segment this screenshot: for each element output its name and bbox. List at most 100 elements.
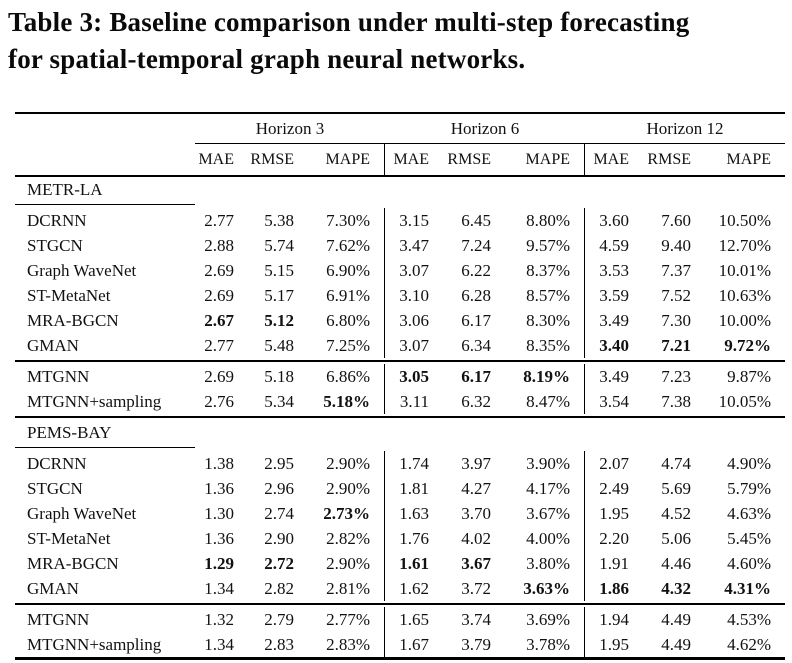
- metric-value-cell: 7.30: [661, 311, 691, 330]
- metric-value-cell: 3.63%: [497, 576, 585, 601]
- horizon-header-row: Horizon 3 Horizon 6 Horizon 12: [15, 114, 785, 144]
- model-name-cell: MTGNN: [27, 367, 90, 386]
- metric-value-cell: 3.49: [599, 367, 629, 386]
- model-name-cell: STGCN: [27, 236, 83, 255]
- metric-value-cell: 2.69: [204, 367, 234, 386]
- table-group-rule: [15, 416, 785, 418]
- metric-column-header: MAE: [393, 151, 429, 168]
- table-row: ST-MetaNet 1.36 2.90 2.82% 1.76 4.02 4.0…: [15, 526, 785, 551]
- metric-value-cell: 3.80%: [497, 551, 585, 576]
- model-name-cell: MRA-BGCN: [27, 554, 119, 573]
- metric-value-cell: 2.67: [204, 311, 234, 330]
- metric-value-cell: 7.52: [661, 286, 691, 305]
- metric-value-cell: 2.90%: [300, 551, 385, 576]
- model-name-cell: MTGNN+sampling: [27, 635, 162, 654]
- header-spacer: [15, 144, 195, 175]
- metric-value-cell: 7.21: [661, 336, 691, 355]
- metric-column-header: MAPE: [497, 144, 585, 175]
- metric-value-cell: 6.45: [461, 211, 491, 230]
- results-table: Horizon 3 Horizon 6 Horizon 12 MAE RMSE …: [15, 112, 785, 660]
- metric-value-cell: 7.60: [661, 211, 691, 230]
- metric-value-cell: 5.34: [264, 392, 294, 411]
- metric-value-cell: 2.49: [599, 479, 629, 498]
- metric-value-cell: 3.54: [599, 392, 629, 411]
- metric-value-cell: 1.81: [399, 479, 429, 498]
- metric-value-cell: 10.01%: [718, 261, 771, 280]
- metric-value-cell: 5.38: [264, 211, 294, 230]
- metric-value-cell: 5.12: [264, 311, 294, 330]
- metric-value-cell: 7.37: [661, 261, 691, 280]
- metric-column-header: RMSE: [447, 151, 491, 168]
- metric-value-cell: 9.57%: [497, 233, 585, 258]
- metric-value-cell: 1.63: [399, 504, 429, 523]
- metric-value-cell: 5.06: [661, 529, 691, 548]
- metric-value-cell: 3.59: [599, 286, 629, 305]
- metric-value-cell: 10.63%: [718, 286, 771, 305]
- dataset-name: METR-LA: [27, 180, 103, 199]
- metric-value-cell: 2.73%: [300, 501, 385, 526]
- model-name-cell: GMAN: [27, 336, 79, 355]
- model-name-cell: Graph WaveNet: [27, 261, 137, 280]
- metric-value-cell: 8.37%: [497, 258, 585, 283]
- metric-value-cell: 3.11: [399, 392, 429, 411]
- metric-value-cell: 1.30: [204, 504, 234, 523]
- metric-value-cell: 1.61: [399, 554, 429, 573]
- table-top-rule: [15, 112, 785, 114]
- metric-value-cell: 2.72: [264, 554, 294, 573]
- table-row: DCRNN 2.77 5.38 7.30% 3.15 6.45 8.80% 3.…: [15, 208, 785, 233]
- metric-value-cell: 4.32: [661, 579, 691, 598]
- metric-value-cell: 3.79: [461, 635, 491, 654]
- metric-value-cell: 3.78%: [497, 632, 585, 657]
- metric-value-cell: 4.27: [461, 479, 491, 498]
- table-row: Graph WaveNet 2.69 5.15 6.90% 3.07 6.22 …: [15, 258, 785, 283]
- metric-value-cell: 2.88: [204, 236, 234, 255]
- metric-value-cell: 5.48: [264, 336, 294, 355]
- metric-value-cell: 10.05%: [718, 392, 771, 411]
- metric-value-cell: 3.10: [399, 286, 429, 305]
- metric-value-cell: 4.31%: [724, 579, 771, 598]
- metric-value-cell: 6.17: [461, 311, 491, 330]
- table-row: STGCN 1.36 2.96 2.90% 1.81 4.27 4.17% 2.…: [15, 476, 785, 501]
- metric-value-cell: 3.72: [461, 579, 491, 598]
- metric-value-cell: 4.00%: [497, 526, 585, 551]
- metric-value-cell: 7.25%: [300, 333, 385, 358]
- metric-value-cell: 7.38: [661, 392, 691, 411]
- dataset-name: PEMS-BAY: [27, 423, 112, 442]
- metric-value-cell: 1.34: [204, 635, 234, 654]
- column-group-header-horizon-6: Horizon 6: [385, 114, 585, 144]
- metric-value-cell: 5.18: [264, 367, 294, 386]
- metric-value-cell: 3.40: [599, 336, 629, 355]
- metric-value-cell: 8.35%: [497, 333, 585, 358]
- metric-value-cell: 1.29: [204, 554, 234, 573]
- metric-value-cell: 5.69: [661, 479, 691, 498]
- metric-value-cell: 2.82: [264, 579, 294, 598]
- metric-value-cell: 1.86: [599, 579, 629, 598]
- metric-value-cell: 3.07: [399, 261, 429, 280]
- metric-value-cell: 4.60%: [727, 554, 771, 573]
- metric-value-cell: 6.28: [461, 286, 491, 305]
- model-name-cell: MTGNN+sampling: [27, 392, 162, 411]
- metric-value-cell: 4.46: [661, 554, 691, 573]
- metric-value-cell: 1.74: [399, 454, 429, 473]
- table-row: MTGNN 1.32 2.79 2.77% 1.65 3.74 3.69% 1.…: [15, 607, 785, 632]
- metric-value-cell: 9.72%: [724, 336, 771, 355]
- metric-value-cell: 1.95: [599, 504, 629, 523]
- table-caption-line2: for spatial-temporal graph neural networ…: [8, 44, 526, 74]
- metric-value-cell: 10.00%: [718, 311, 771, 330]
- table-row: MRA-BGCN 2.67 5.12 6.80% 3.06 6.17 8.30%…: [15, 308, 785, 333]
- metric-value-cell: 4.90%: [727, 454, 771, 473]
- metric-value-cell: 6.91%: [300, 283, 385, 308]
- metric-column-header: MAPE: [726, 151, 771, 168]
- metric-value-cell: 1.62: [399, 579, 429, 598]
- metric-value-cell: 8.57%: [497, 283, 585, 308]
- metric-value-cell: 2.83%: [300, 632, 385, 657]
- metric-value-cell: 4.52: [661, 504, 691, 523]
- metric-value-cell: 9.40: [661, 236, 691, 255]
- metric-value-cell: 4.02: [461, 529, 491, 548]
- metric-value-cell: 1.95: [599, 635, 629, 654]
- table-row: ST-MetaNet 2.69 5.17 6.91% 3.10 6.28 8.5…: [15, 283, 785, 308]
- metric-value-cell: 2.77: [204, 336, 234, 355]
- metric-value-cell: 2.90%: [300, 451, 385, 476]
- column-group-header-horizon-3: Horizon 3: [195, 114, 385, 144]
